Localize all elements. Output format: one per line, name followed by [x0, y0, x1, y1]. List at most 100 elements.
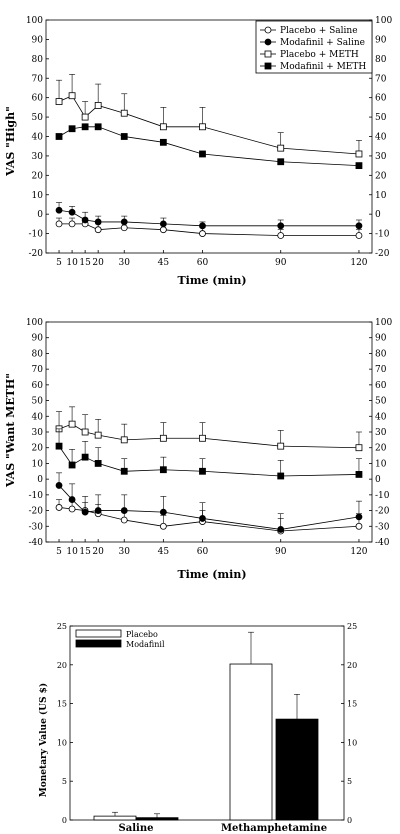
chart1-data-point-1 [81, 216, 89, 224]
chart2-xlabel: Time (min) [177, 568, 246, 581]
chart1-legend-label-1: Modafinil + Saline [280, 38, 365, 48]
chart2-ytick-label-right: -10 [375, 491, 390, 501]
chart1-xtick-label: 45 [158, 258, 170, 268]
chart2-data-point-1 [81, 508, 89, 516]
chart1-data-point-2 [159, 123, 167, 131]
chart1-data-point-2 [55, 98, 63, 105]
chart2-xtick-label: 90 [275, 547, 287, 557]
chart1-ytick-label-right: 100 [375, 16, 392, 26]
chart1-data-point-0 [120, 224, 128, 232]
chart2-data-point-1 [159, 508, 167, 516]
chart2-data-point-2 [355, 444, 363, 452]
vas-want-meth-chart: VAS "Want METH" Time (min) -40 -40 -30 -30 -… [4, 318, 392, 581]
chart1-data-point-3 [120, 133, 128, 140]
chart2-ytick-label-right: -40 [375, 538, 390, 548]
chart1-ytick-label-left: 30 [32, 152, 44, 162]
chart1-xtick-label: 10 [66, 258, 78, 268]
chart1-data-point-1 [94, 218, 102, 226]
chart3-ytick-label-right: 15 [347, 700, 357, 709]
chart3-ytick-label-right: 5 [347, 777, 352, 786]
chart2-data-point-2 [277, 442, 285, 450]
chart2-series-line-1 [58, 485, 360, 530]
chart2-ytick-label-right: -30 [375, 522, 390, 532]
chart3-ytick-label-left: 0 [62, 816, 67, 825]
chart2-xtick-label: 15 [79, 547, 91, 557]
chart1-data-point-3 [81, 123, 89, 131]
chart2-ytick-label-right: 10 [375, 459, 387, 469]
chart1-data-point-3 [55, 133, 63, 140]
chart2-series-line-2 [58, 423, 359, 449]
chart1-xtick-label: 90 [275, 258, 287, 268]
chart2-ytick-label-left: -20 [29, 507, 44, 517]
chart2-ytick-label-left: 50 [32, 397, 44, 407]
chart1-legend-label-0: Placebo + Saline [280, 26, 358, 36]
chart1-data-point-2 [94, 102, 102, 109]
chart2-data-point-1 [277, 526, 285, 533]
chart1-ytick-label-left: 50 [32, 113, 44, 123]
chart3-ytick-label-left: 20 [57, 661, 67, 670]
chart1-data-point-2 [199, 123, 206, 131]
chart2-ytick-label-right: 100 [375, 318, 392, 328]
chart2-data-point-3 [68, 461, 76, 469]
chart2-series-line-3 [58, 445, 359, 477]
chart3-ytick-label-right: 0 [347, 816, 352, 825]
chart3-bar-0-1 [229, 663, 273, 821]
chart1-data-point-1 [277, 222, 285, 230]
chart3-bar-1-0 [135, 817, 179, 821]
chart2-ytick-label-left: 60 [32, 381, 44, 391]
chart1-ylabel: VAS "High" [4, 106, 17, 177]
chart2-ytick-label-left: 90 [32, 334, 44, 344]
chart3-ytick-label-left: 25 [57, 622, 67, 631]
chart2-ytick-label-left: -30 [29, 522, 44, 532]
chart3-legend-swatch-0 [75, 629, 122, 638]
chart3-legend-swatch-1 [75, 639, 122, 648]
chart1-data-point-3 [68, 125, 76, 133]
chart3-ytick-label-left: 10 [57, 738, 67, 747]
chart1-data-point-3 [277, 158, 285, 166]
chart3-legend-label-1: Modafinil [126, 640, 165, 649]
chart2-ytick-label-left: -40 [29, 538, 44, 548]
chart1-data-point-1 [199, 222, 206, 230]
chart1-ytick-label-right: 30 [375, 152, 387, 162]
chart1-legend-label-2: Placebo + METH [280, 50, 359, 60]
chart2-data-point-0 [159, 522, 167, 530]
chart1-ytick-label-right: 40 [375, 133, 387, 143]
chart2-ytick-label-left: 10 [32, 459, 44, 469]
chart2-ytick-label-left: 80 [32, 349, 44, 359]
chart1-data-point-1 [355, 222, 363, 230]
chart1-data-point-0 [55, 220, 63, 228]
chart1-data-point-0 [94, 226, 102, 234]
chart1-data-point-1 [68, 208, 76, 216]
chart2-ytick-label-left: 40 [32, 412, 44, 422]
chart3-ytick-label-left: 5 [62, 777, 67, 786]
chart2-data-point-2 [94, 431, 102, 439]
chart1-ytick-label-left: 20 [32, 171, 44, 181]
chart2-ytick-label-right: 50 [375, 397, 387, 407]
chart1-legend-label-3: Modafinil + METH [280, 62, 366, 72]
chart1-data-point-3 [159, 138, 167, 146]
chart1-data-point-0 [355, 232, 363, 239]
chart1-ytick-label-left: 100 [26, 16, 43, 26]
chart1-data-point-0 [159, 226, 167, 234]
chart1-ytick-label-left: 0 [37, 210, 43, 220]
chart1-xtick-label: 5 [56, 258, 62, 268]
chart1-xtick-label: 120 [350, 258, 367, 268]
chart2-data-point-1 [120, 507, 128, 514]
chart2-ytick-label-left: 20 [32, 444, 44, 454]
chart1-ytick-label-right: 80 [375, 55, 387, 65]
chart3-ytick-label-left: 15 [57, 700, 67, 709]
chart2-ytick-label-right: 80 [375, 349, 387, 359]
chart1-ytick-label-right: -20 [375, 249, 390, 259]
chart1-series-line-1 [58, 209, 359, 227]
chart2-ytick-label-left: -10 [29, 491, 44, 501]
chart2-ytick-label-right: 30 [375, 428, 387, 438]
chart2-data-point-3 [277, 472, 285, 480]
chart1-legend-marker-3 [264, 62, 272, 70]
chart1-ytick-label-right: -10 [375, 230, 390, 240]
chart1-ytick-label-left: 60 [32, 94, 44, 104]
chart2-xtick-label: 30 [119, 547, 131, 557]
chart1-data-point-3 [355, 162, 363, 170]
chart1-legend-marker-0 [264, 26, 272, 34]
chart2-data-point-2 [81, 428, 89, 436]
chart2-ytick-label-right: 90 [375, 334, 387, 344]
